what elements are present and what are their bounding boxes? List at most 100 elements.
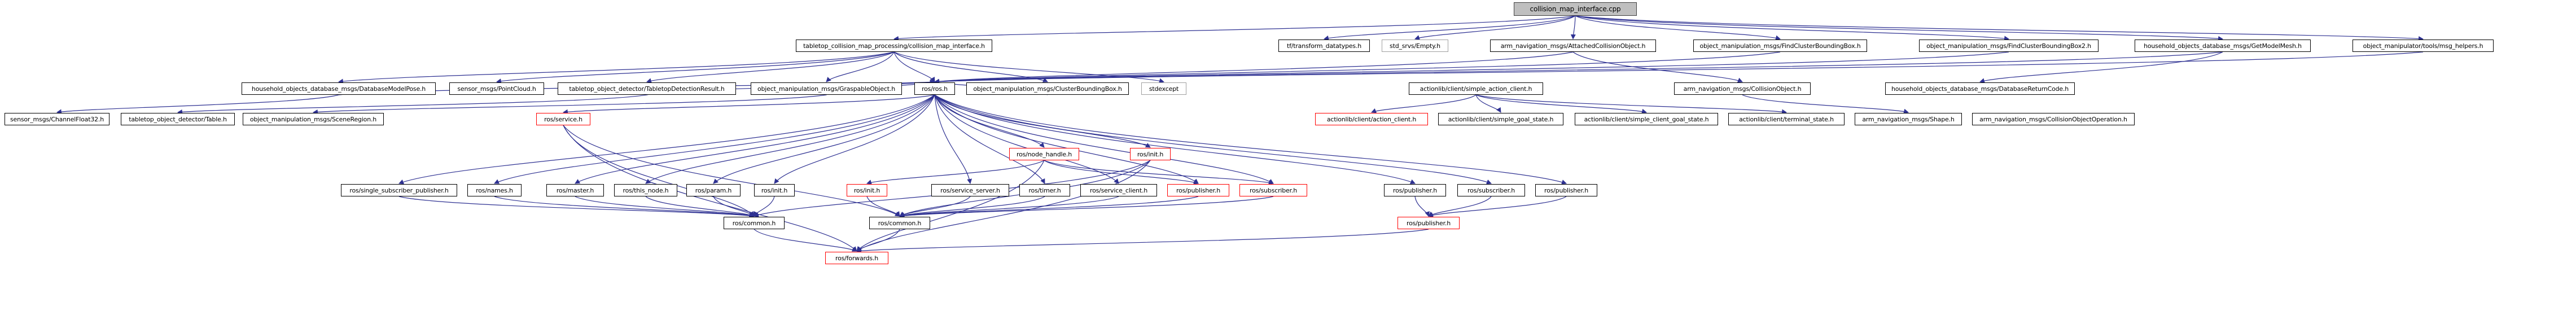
- graph-node-label: household_objects_database_msgs/Database…: [1891, 85, 2069, 93]
- graph-edge: [1371, 94, 1477, 113]
- graph-edge: [893, 51, 1164, 84]
- graph-node[interactable]: ros/publisher.h: [1384, 184, 1446, 196]
- graph-node[interactable]: ros/service_server.h: [931, 184, 1009, 196]
- graph-node[interactable]: sensor_msgs/ChannelFloat32.h: [5, 113, 109, 125]
- graph-node-label: ros/this_node.h: [623, 186, 669, 194]
- graph-node[interactable]: ros/service.h: [536, 113, 590, 125]
- graph-node[interactable]: ros/publisher.h: [1167, 184, 1229, 196]
- graph-node[interactable]: arm_navigation_msgs/Shape.h: [1855, 113, 1962, 125]
- graph-node[interactable]: ros/service_client.h: [1080, 184, 1157, 196]
- graph-node[interactable]: household_objects_database_msgs/Database…: [242, 82, 436, 95]
- graph-node[interactable]: object_manipulation_msgs/SceneRegion.h: [243, 113, 384, 125]
- graph-edge: [934, 51, 1574, 84]
- graph-node[interactable]: actionlib/client/simple_client_goal_stat…: [1575, 113, 1718, 125]
- graph-node[interactable]: ros/timer.h: [1019, 184, 1070, 196]
- graph-edge: [1475, 94, 1647, 114]
- graph-root-node[interactable]: collision_map_interface.cpp: [1514, 2, 1637, 16]
- graph-node[interactable]: arm_navigation_msgs/AttachedCollisionObj…: [1490, 40, 1656, 52]
- graph-node[interactable]: actionlib/client/terminal_state.h: [1728, 113, 1845, 125]
- graph-edge: [934, 94, 1567, 185]
- graph-node[interactable]: arm_navigation_msgs/CollisionObjectOpera…: [1972, 113, 2135, 125]
- graph-node[interactable]: ros/param.h: [686, 184, 741, 196]
- graph-edge: [575, 196, 755, 218]
- graph-node-label: tabletop_object_detector/Table.h: [129, 115, 227, 123]
- graph-node-label: ros/master.h: [556, 186, 594, 194]
- graph-edge: [899, 196, 1119, 218]
- graph-node-label: object_manipulation_msgs/SceneRegion.h: [249, 115, 377, 123]
- graph-node-label: object_manipulator/tools/msg_helpers.h: [2363, 42, 2483, 50]
- graph-node[interactable]: tf/transform_datatypes.h: [1278, 40, 1370, 52]
- graph-node[interactable]: ros/common.h: [724, 217, 785, 229]
- graph-edge: [856, 160, 1045, 252]
- graph-node-label: tf/transform_datatypes.h: [1286, 42, 1362, 50]
- graph-edge: [646, 51, 895, 84]
- graph-node-label: object_manipulation_msgs/FindClusterBoun…: [1699, 42, 1861, 50]
- graph-node[interactable]: ros/init.h: [847, 184, 887, 196]
- graph-node[interactable]: actionlib/client/action_client.h: [1315, 113, 1428, 125]
- graph-node[interactable]: object_manipulation_msgs/ClusterBounding…: [966, 82, 1129, 95]
- graph-node[interactable]: tabletop_object_detector/Table.h: [121, 113, 235, 125]
- graph-node[interactable]: ros/publisher.h: [1535, 184, 1597, 196]
- graph-node[interactable]: household_objects_database_msgs/GetModel…: [2135, 40, 2311, 52]
- graph-edge: [753, 196, 775, 217]
- graph-edge: [1044, 160, 1199, 185]
- graph-node[interactable]: std_srvs/Empty.h: [1382, 40, 1448, 52]
- graph-node-label: stdexcept: [1149, 85, 1179, 93]
- graph-node-label: tabletop_object_detector/TabletopDetecti…: [569, 85, 725, 93]
- graph-node-label: ros/subscriber.h: [1467, 186, 1515, 194]
- graph-edge: [934, 94, 1119, 184]
- graph-edge: [934, 94, 1045, 184]
- graph-edge: [934, 94, 1151, 148]
- graph-node[interactable]: stdexcept: [1141, 82, 1186, 95]
- graph-edge: [56, 94, 339, 115]
- graph-edge: [899, 196, 1045, 217]
- graph-edge: [1414, 15, 1576, 40]
- graph-edge: [934, 94, 1199, 184]
- graph-edge: [893, 51, 1048, 82]
- graph-edge: [893, 15, 1576, 41]
- graph-node[interactable]: ros/init.h: [754, 184, 795, 196]
- graph-edge: [398, 196, 755, 218]
- graph-node[interactable]: object_manipulation_msgs/FindClusterBoun…: [1919, 40, 2099, 52]
- graph-node[interactable]: ros/common.h: [869, 217, 930, 229]
- graph-edge: [1742, 94, 1909, 114]
- graph-node[interactable]: ros/single_subscriber_publisher.h: [341, 184, 457, 196]
- graph-edge: [893, 51, 935, 82]
- graph-edge: [1575, 15, 2223, 41]
- graph-node[interactable]: tabletop_collision_map_processing/collis…: [796, 40, 992, 52]
- graph-node-label: tabletop_collision_map_processing/collis…: [803, 42, 985, 50]
- graph-edge: [899, 196, 1274, 218]
- graph-node[interactable]: ros/this_node.h: [614, 184, 677, 196]
- graph-node[interactable]: ros/ros.h: [914, 82, 955, 95]
- graph-node-label: ros/service_server.h: [940, 186, 1000, 194]
- graph-node[interactable]: actionlib/client/simple_goal_state.h: [1438, 113, 1563, 125]
- graph-edge: [934, 94, 972, 184]
- graph-edge: [313, 94, 827, 115]
- graph-node[interactable]: ros/master.h: [546, 184, 604, 196]
- graph-node[interactable]: actionlib/client/simple_action_client.h: [1409, 82, 1543, 95]
- graph-node[interactable]: household_objects_database_msgs/Database…: [1885, 82, 2075, 95]
- graph-edge: [1324, 15, 1576, 41]
- graph-node[interactable]: ros/publisher.h: [1397, 217, 1460, 229]
- graph-node[interactable]: arm_navigation_msgs/CollisionObject.h: [1674, 82, 1811, 95]
- graph-edge: [934, 51, 2424, 85]
- graph-edge: [1044, 160, 1274, 185]
- graph-node[interactable]: object_manipulation_msgs/GraspableObject…: [751, 82, 902, 95]
- graph-node[interactable]: object_manipulation_msgs/FindClusterBoun…: [1693, 40, 1867, 52]
- graph-edge: [338, 51, 895, 84]
- graph-node[interactable]: ros/init.h: [1130, 148, 1171, 160]
- graph-edge: [563, 94, 935, 115]
- graph-node[interactable]: ros/node_handle.h: [1009, 148, 1079, 160]
- graph-node[interactable]: tabletop_object_detector/TabletopDetecti…: [558, 82, 736, 95]
- graph-node-label: object_manipulation_msgs/GraspableObject…: [757, 85, 895, 93]
- graph-edge: [1572, 51, 1743, 83]
- graph-node[interactable]: ros/subscriber.h: [1239, 184, 1307, 196]
- graph-node[interactable]: object_manipulator/tools/msg_helpers.h: [2352, 40, 2494, 52]
- graph-node[interactable]: ros/subscriber.h: [1457, 184, 1525, 196]
- graph-node[interactable]: ros/names.h: [467, 184, 522, 196]
- graph-node[interactable]: ros/forwards.h: [825, 252, 888, 264]
- graph-edge: [866, 196, 900, 217]
- graph-node-label: arm_navigation_msgs/AttachedCollisionObj…: [1500, 42, 1646, 50]
- graph-node[interactable]: sensor_msgs/PointCloud.h: [449, 82, 544, 95]
